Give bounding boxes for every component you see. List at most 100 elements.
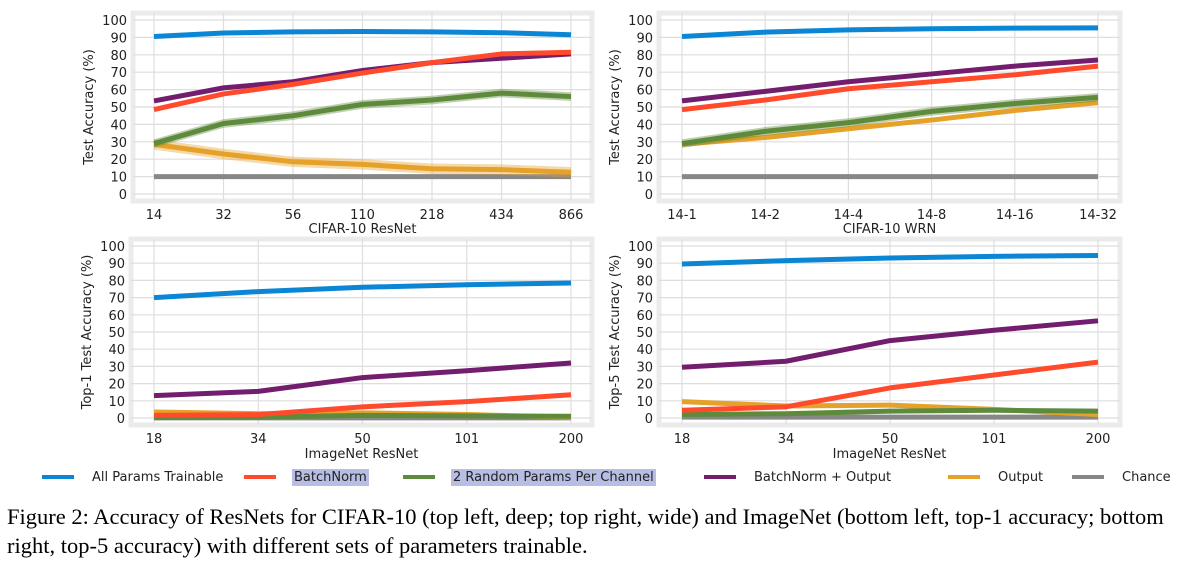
x-tick-label: 34 — [778, 432, 795, 447]
series-line-all-params-trainable — [153, 28, 572, 40]
y-tick-label: 50 — [108, 326, 125, 341]
legend-item-chance: Chance — [1072, 466, 1173, 488]
y-tick-label: 70 — [636, 292, 653, 307]
y-tick-label: 90 — [110, 31, 127, 46]
y-tick-label: 40 — [108, 343, 125, 358]
y-axis-label: Top-1 Test Accuracy (%) — [80, 255, 95, 411]
y-tick-label: 50 — [636, 326, 653, 341]
series-line-2-random-params-per-channel — [681, 407, 1099, 418]
x-tick-label: 14-8 — [917, 208, 947, 223]
series-line-all-params-trainable — [153, 280, 572, 301]
y-tick-label: 100 — [628, 14, 653, 29]
y-tick-label: 70 — [636, 66, 653, 81]
legend-item-random-params: 2 Random Params Per Channel — [403, 466, 656, 488]
legend-item-all-params: All Params Trainable — [42, 466, 225, 488]
legend-label-output: Output — [998, 469, 1044, 485]
x-axis-label: ImageNet ResNet — [305, 447, 419, 462]
legend-swatch-batchnorm — [244, 475, 276, 479]
legend-swatch-output — [948, 475, 980, 479]
x-tick-label: 200 — [559, 432, 584, 447]
y-tick-label: 0 — [645, 188, 653, 203]
y-tick-label: 30 — [108, 360, 125, 375]
legend-swatch-all-params — [42, 475, 74, 479]
y-axis-label: Test Accuracy (%) — [82, 49, 97, 166]
series-line-batchnorm-output — [153, 360, 572, 399]
legend-label-random-params: 2 Random Params Per Channel — [451, 468, 656, 486]
y-tick-label: 20 — [108, 378, 125, 393]
x-tick-label: 218 — [420, 208, 445, 223]
legend-label-batchnorm-output: BatchNorm + Output — [754, 469, 892, 485]
y-tick-label: 0 — [119, 188, 127, 203]
series-line-all-params-trainable — [681, 252, 1099, 267]
series-line-batchnorm — [681, 359, 1099, 413]
legend: All Params Trainable BatchNorm 2 Random … — [0, 466, 1196, 488]
y-tick-label: 80 — [108, 274, 125, 289]
y-tick-label: 70 — [108, 292, 125, 307]
series-line-batchnorm-output — [153, 51, 572, 104]
y-axis-label: Test Accuracy (%) — [608, 49, 623, 166]
x-tick-label: 14 — [146, 208, 163, 223]
y-tick-label: 70 — [110, 66, 127, 81]
series-line-batchnorm-output — [681, 57, 1099, 104]
legend-label-all-params: All Params Trainable — [92, 469, 224, 485]
y-axis-label: Top-5 Test Accuracy (%) — [608, 255, 623, 411]
legend-item-batchnorm-output: BatchNorm + Output — [704, 466, 893, 488]
y-tick-label: 60 — [108, 309, 125, 324]
y-tick-label: 60 — [636, 84, 653, 99]
y-tick-label: 40 — [636, 118, 653, 133]
series-line-2-random-params-per-channel — [153, 90, 572, 146]
x-tick-label: 14-2 — [750, 208, 780, 223]
y-tick-label: 20 — [110, 153, 127, 168]
x-tick-label: 18 — [146, 432, 163, 447]
series-line-output — [153, 141, 572, 175]
x-tick-label: 14-1 — [667, 208, 697, 223]
x-tick-label: 101 — [982, 432, 1007, 447]
x-tick-label: 34 — [250, 432, 267, 447]
y-tick-label: 30 — [110, 136, 127, 151]
y-tick-label: 100 — [102, 14, 127, 29]
series-line-batchnorm — [153, 392, 572, 418]
y-tick-label: 30 — [636, 136, 653, 151]
series-line-batchnorm — [681, 63, 1099, 113]
y-tick-label: 10 — [108, 395, 125, 410]
x-tick-label: 32 — [215, 208, 232, 223]
x-tick-label: 56 — [285, 208, 302, 223]
x-axis-label: CIFAR-10 WRN — [843, 222, 937, 237]
chart-panel-top-left: 0 10 20 30 40 50 60 70 80 90 100 14 32 56 110 218 434 866… — [82, 10, 595, 237]
series-line-output — [681, 100, 1099, 147]
y-tick-label: 10 — [636, 171, 653, 186]
y-tick-label: 80 — [636, 49, 653, 64]
legend-label-batchnorm: BatchNorm — [292, 468, 369, 486]
y-tick-label: 40 — [110, 118, 127, 133]
y-tick-label: 80 — [110, 49, 127, 64]
y-tick-label: 90 — [108, 257, 125, 272]
series-line-batchnorm-output — [681, 318, 1099, 370]
series-line-batchnorm — [153, 49, 572, 113]
x-tick-label: 18 — [674, 432, 691, 447]
x-tick-label: 14-16 — [996, 208, 1034, 223]
x-tick-label: 50 — [354, 432, 371, 447]
legend-item-output: Output — [948, 466, 1045, 488]
x-axis-label: ImageNet ResNet — [833, 447, 947, 462]
legend-swatch-chance — [1072, 475, 1104, 479]
x-tick-label: 14-4 — [834, 208, 864, 223]
x-tick-label: 434 — [489, 208, 514, 223]
x-tick-label: 14-32 — [1079, 208, 1117, 223]
y-tick-label: 20 — [636, 153, 653, 168]
y-tick-label: 50 — [110, 101, 127, 116]
legend-swatch-batchnorm-output — [704, 475, 736, 479]
y-tick-label: 10 — [110, 171, 127, 186]
x-axis-label: CIFAR-10 ResNet — [309, 222, 417, 237]
chart-panel-bottom-left: 0 10 20 30 40 50 60 70 80 90 100 18 34 50 101 200 ImageN… — [80, 236, 595, 462]
y-tick-label: 80 — [636, 274, 653, 289]
y-tick-label: 100 — [100, 240, 125, 255]
figure-caption: Figure 2: Accuracy of ResNets for CIFAR-… — [7, 504, 1164, 558]
y-tick-label: 10 — [636, 395, 653, 410]
y-tick-label: 50 — [636, 101, 653, 116]
chart-panel-bottom-right: 0 10 20 30 40 50 60 70 80 90 100 18 34 50 101 200 ImageN… — [608, 236, 1123, 462]
series-line-all-params-trainable — [681, 25, 1099, 40]
y-tick-label: 90 — [636, 31, 653, 46]
y-tick-label: 60 — [110, 84, 127, 99]
legend-item-batchnorm: BatchNorm — [244, 466, 369, 488]
